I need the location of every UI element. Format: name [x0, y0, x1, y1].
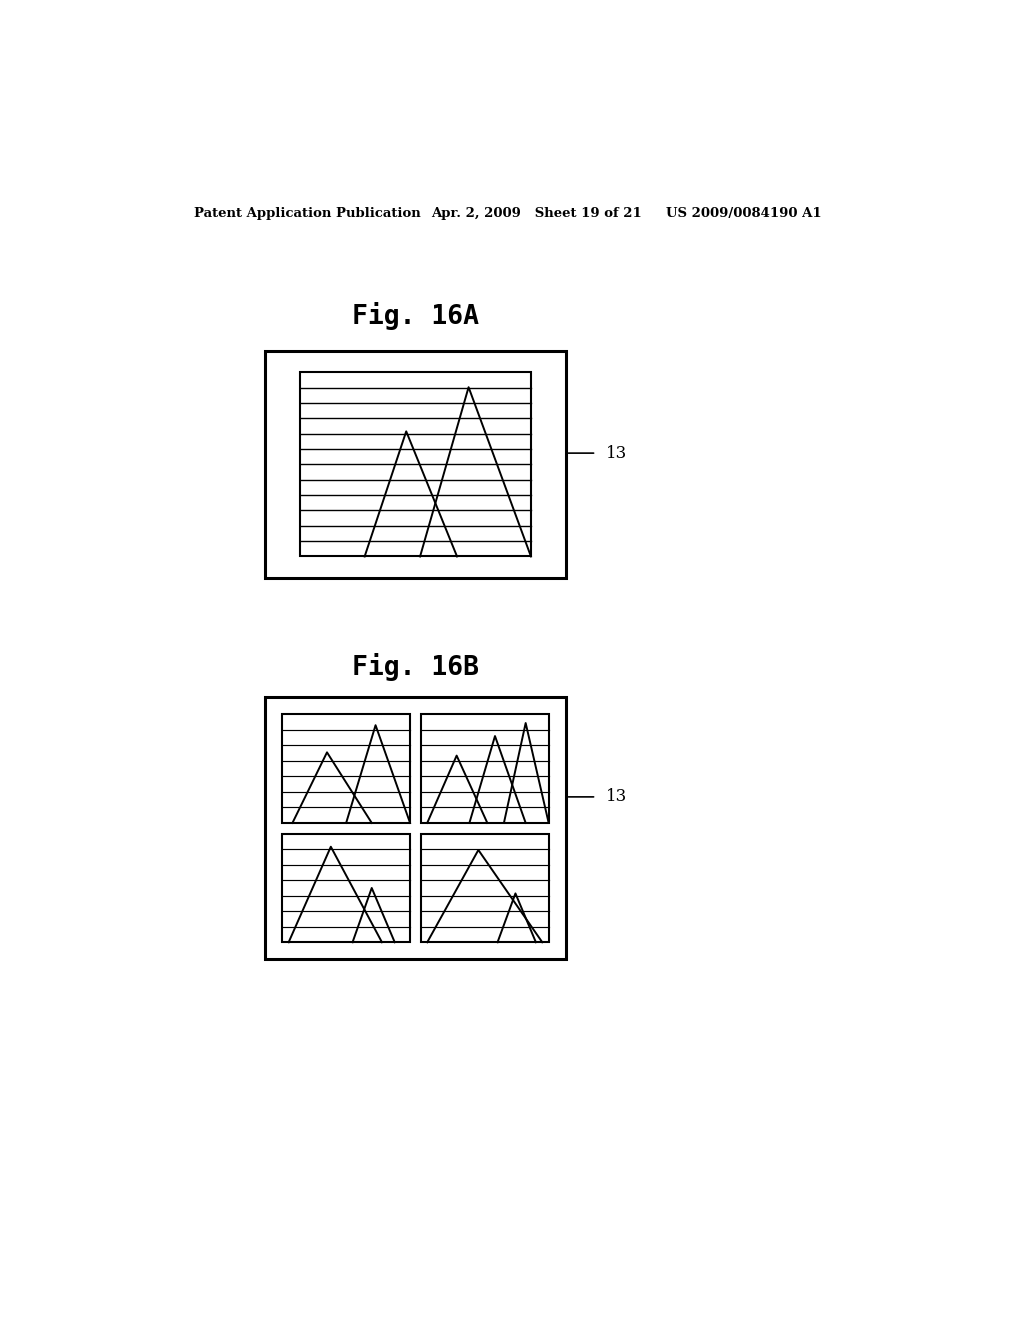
Text: US 2009/0084190 A1: US 2009/0084190 A1: [666, 207, 821, 220]
Text: 13: 13: [605, 788, 627, 805]
Text: 13: 13: [605, 445, 627, 462]
Text: Fig. 16B: Fig. 16B: [352, 652, 479, 681]
Text: Fig. 16A: Fig. 16A: [352, 302, 479, 330]
Text: Apr. 2, 2009   Sheet 19 of 21: Apr. 2, 2009 Sheet 19 of 21: [431, 207, 642, 220]
Bar: [300, 372, 531, 557]
Bar: [283, 834, 410, 942]
Bar: [265, 697, 565, 960]
Bar: [283, 714, 410, 822]
Bar: [265, 351, 565, 578]
Text: Patent Application Publication: Patent Application Publication: [194, 207, 421, 220]
Bar: [421, 834, 549, 942]
Bar: [421, 714, 549, 822]
